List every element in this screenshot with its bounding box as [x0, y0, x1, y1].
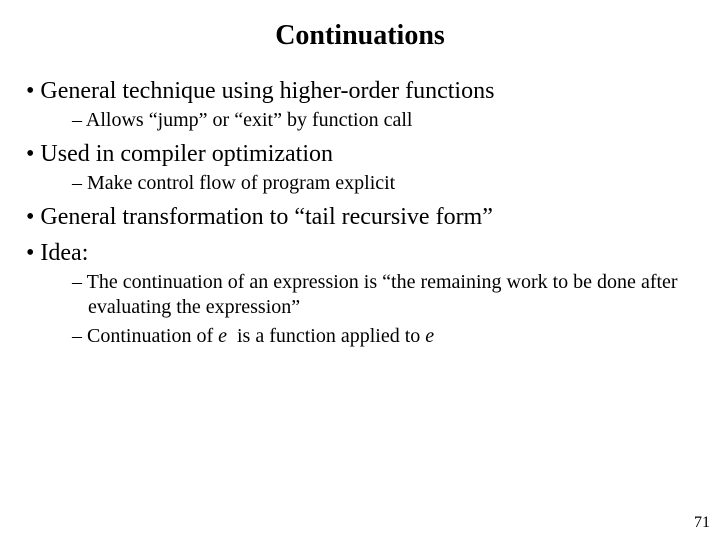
bullet-text: General transformation to “tail recursiv…: [40, 204, 492, 230]
bullet-item: General transformation to “tail recursiv…: [26, 202, 700, 232]
slide: Continuations General technique using hi…: [0, 0, 720, 540]
bullet-item: Idea:: [26, 238, 700, 268]
page-number: 71: [694, 514, 710, 532]
bullet-item: General technique using higher-order fun…: [26, 76, 700, 106]
bullet-text: Allows “jump” or “exit” by function call: [86, 109, 413, 131]
slide-body: General technique using higher-order fun…: [20, 76, 700, 349]
sub-bullet-item: Allows “jump” or “exit” by function call: [72, 108, 700, 133]
bullet-text: Make control flow of program explicit: [87, 172, 395, 194]
sub-bullet-item: Continuation of e is a function applied …: [72, 324, 700, 349]
bullet-text: Idea:: [40, 240, 88, 266]
bullet-text: General technique using higher-order fun…: [40, 78, 494, 104]
sub-bullet-item: Make control flow of program explicit: [72, 171, 700, 196]
sub-bullet-item: The continuation of an expression is “th…: [72, 270, 700, 320]
slide-title: Continuations: [20, 20, 700, 52]
bullet-text: The continuation of an expression is “th…: [87, 271, 678, 318]
bullet-item: Used in compiler optimization: [26, 139, 700, 169]
bullet-text: Used in compiler optimization: [40, 141, 333, 167]
